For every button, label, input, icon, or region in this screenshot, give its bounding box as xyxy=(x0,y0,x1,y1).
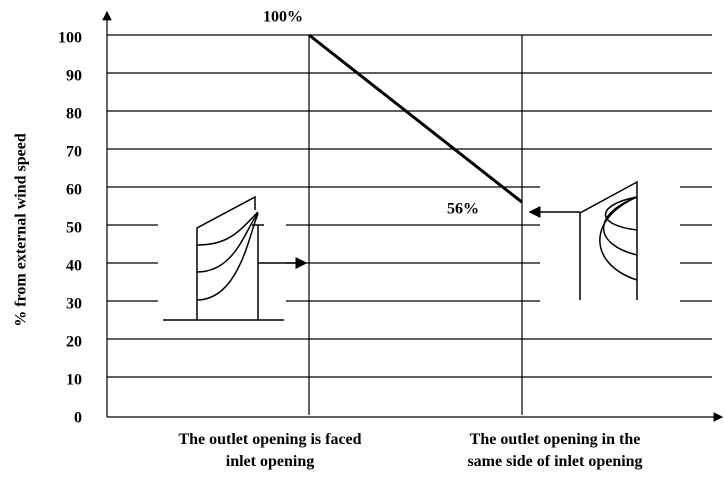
y-tick-label: 50 xyxy=(66,220,82,237)
y-tick-label: 0 xyxy=(74,410,82,427)
diagram-facing xyxy=(158,190,306,325)
y-tick-label: 80 xyxy=(66,106,82,123)
y-tick-label: 10 xyxy=(66,372,82,389)
line xyxy=(309,35,522,202)
data-label: 100% xyxy=(263,9,303,26)
diagram-same-side xyxy=(530,175,680,305)
chart: % from external wind speed 0 10 20 30 40 50 60… xyxy=(0,0,724,484)
y-tick-label: 60 xyxy=(66,182,82,199)
y-tick-label: 70 xyxy=(66,144,82,161)
y-tick-label: 100 xyxy=(58,30,82,47)
y-tick-label: 90 xyxy=(66,68,82,85)
y-tick-label: 40 xyxy=(66,258,82,275)
y-axis-label: % from external wind speed xyxy=(13,133,30,327)
y-tick-label: 20 xyxy=(66,334,82,351)
y-tick-label: 30 xyxy=(66,296,82,313)
data-label: 56% xyxy=(447,201,479,218)
